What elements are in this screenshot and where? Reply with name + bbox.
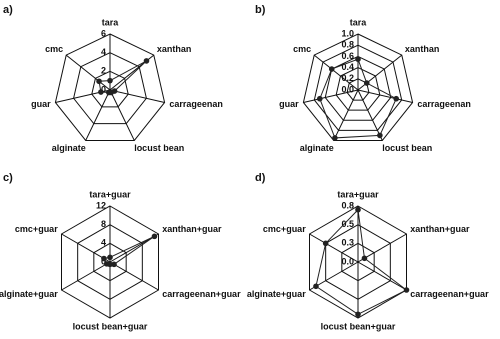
tick-label: 0.2 [341, 73, 354, 83]
data-point [107, 77, 113, 84]
data-point [355, 311, 361, 318]
data-point [96, 78, 102, 85]
data-point [151, 233, 158, 240]
category-label: carrageenan [417, 99, 471, 109]
tick-label: 0.5 [341, 219, 354, 229]
tick-label: 0.3 [341, 238, 354, 248]
tick-label: 4 [101, 47, 106, 57]
spoke [309, 233, 359, 263]
data-point [361, 255, 368, 262]
tick-label: 0 [101, 84, 106, 94]
tick-label: 0.8 [341, 200, 354, 210]
category-label: cmc [293, 44, 311, 54]
category-label: tara [350, 17, 368, 27]
tick-label: 0.8 [341, 40, 354, 50]
category-label: carrageenan [169, 99, 223, 109]
spoke [109, 89, 165, 103]
category-label: xanthan [405, 44, 440, 54]
spoke [313, 54, 359, 91]
grid-ring [54, 33, 166, 141]
grid-ring [73, 52, 147, 125]
category-label: alginate [300, 143, 334, 153]
spoke [61, 261, 111, 291]
category-label: locust bean [134, 143, 184, 153]
data-point [403, 287, 410, 293]
category-label: alginate [52, 143, 86, 153]
data-point [328, 66, 335, 72]
tick-label: 2 [101, 66, 106, 76]
panel-label: d) [255, 172, 266, 184]
spoke [109, 89, 135, 141]
category-label: tara+guar [337, 189, 379, 199]
category-label: xanthan+guar [410, 224, 470, 234]
tick-label: 0.0 [341, 256, 354, 266]
category-label: locust bean+guar [321, 321, 396, 331]
category-label: cmc+guar [263, 224, 306, 234]
spoke [357, 89, 413, 103]
panel-label: b) [255, 4, 266, 16]
panel-label: a) [3, 4, 13, 16]
category-label: cmc [45, 44, 63, 54]
tick-label: 4 [101, 238, 106, 248]
spoke [109, 261, 159, 291]
category-label: guar [31, 99, 51, 109]
category-label: locust bean [382, 143, 432, 153]
tick-label: 8 [101, 219, 106, 229]
category-label: alginate+guar [247, 289, 306, 299]
data-point [355, 206, 361, 213]
category-label: xanthan [157, 44, 192, 54]
spoke [85, 89, 111, 141]
spoke [333, 89, 359, 141]
data-point [98, 89, 104, 95]
category-label: cmc+guar [15, 224, 58, 234]
grid-ring [313, 44, 403, 131]
data-point [322, 240, 329, 247]
data-point [316, 95, 323, 102]
data-point [393, 95, 400, 102]
data-point [101, 255, 107, 262]
data-point [363, 80, 370, 86]
tick-label: 1.0 [341, 28, 354, 38]
tick-label: 6 [101, 28, 106, 38]
spoke [303, 89, 359, 103]
data-line [98, 60, 147, 94]
category-label: tara [102, 17, 120, 27]
data-line [315, 208, 408, 315]
spoke [357, 261, 407, 291]
grid-ring [324, 55, 392, 121]
category-label: guar [279, 99, 299, 109]
category-label: locust bean+guar [73, 321, 148, 331]
tick-label: 0.4 [341, 62, 354, 72]
data-point [313, 283, 319, 290]
category-label: carrageenan+guar [162, 289, 241, 299]
spoke [357, 89, 383, 141]
data-point [111, 261, 117, 268]
data-point [107, 254, 113, 261]
category-label: xanthan+guar [162, 224, 222, 234]
grid-ring [302, 33, 414, 141]
grid-ring [335, 67, 381, 111]
data-point [355, 56, 361, 62]
data-point [377, 132, 383, 139]
tick-label: 0.6 [341, 51, 354, 61]
category-label: tara+guar [89, 189, 131, 199]
data-point [143, 58, 150, 64]
spoke [65, 54, 111, 91]
category-label: carrageenan+guar [410, 289, 489, 299]
data-point [103, 261, 110, 267]
category-label: alginate+guar [0, 289, 58, 299]
tick-label: 0 [101, 256, 106, 266]
data-point [105, 89, 112, 96]
data-point [332, 135, 338, 141]
data-line [319, 58, 397, 139]
panel-label: c) [3, 172, 13, 184]
tick-label: 12 [96, 200, 106, 210]
